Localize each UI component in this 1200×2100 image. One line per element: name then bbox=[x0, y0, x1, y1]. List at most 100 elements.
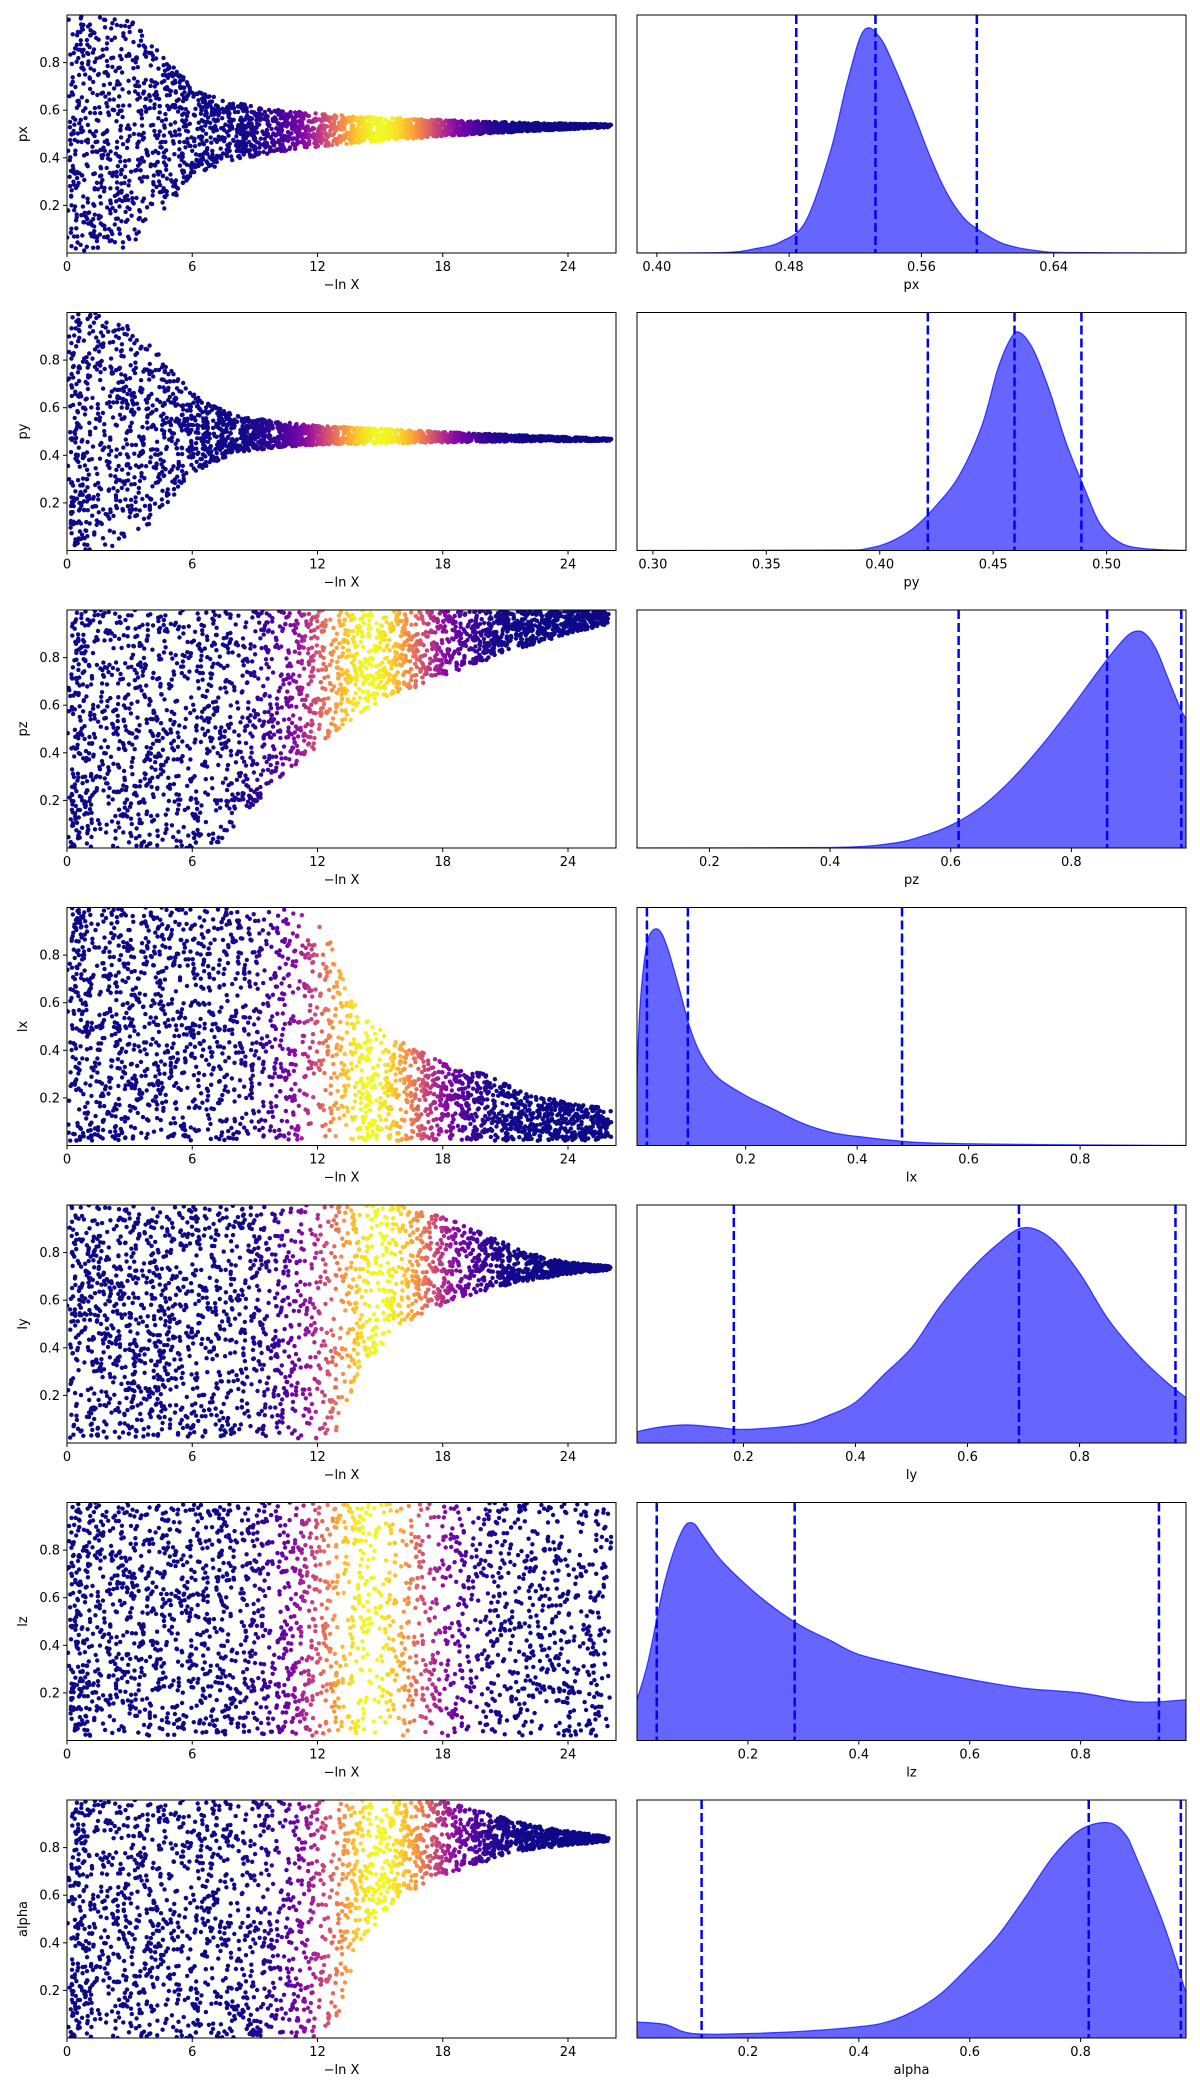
sample-point bbox=[161, 154, 166, 160]
sample-point bbox=[74, 381, 79, 387]
sample-point bbox=[129, 398, 135, 403]
sample-point bbox=[133, 360, 138, 365]
sample-point bbox=[160, 502, 165, 508]
sample-point bbox=[185, 94, 190, 99]
sample-point bbox=[140, 218, 146, 224]
sample-point bbox=[226, 133, 231, 138]
sample-point bbox=[167, 130, 173, 135]
sample-point bbox=[227, 119, 232, 124]
sample-point bbox=[193, 396, 198, 401]
sample-point bbox=[88, 110, 93, 116]
sample-point bbox=[111, 55, 116, 60]
sample-point bbox=[92, 171, 98, 176]
sample-point bbox=[107, 170, 113, 176]
sample-point bbox=[153, 367, 158, 373]
sample-point bbox=[200, 105, 205, 110]
sample-point bbox=[83, 488, 88, 494]
sample-point bbox=[214, 450, 219, 456]
sample-point bbox=[90, 513, 95, 518]
sample-point bbox=[184, 408, 190, 413]
sample-point bbox=[85, 485, 90, 490]
sample-point bbox=[396, 116, 401, 122]
sample-point bbox=[116, 226, 121, 231]
sample-point bbox=[242, 130, 247, 135]
sample-point bbox=[78, 521, 84, 526]
sample-point bbox=[69, 437, 75, 443]
x-axis-label: px bbox=[904, 278, 920, 293]
sample-point bbox=[154, 48, 160, 53]
sample-point bbox=[259, 112, 265, 117]
sample-point bbox=[164, 61, 170, 67]
sample-point bbox=[96, 510, 102, 515]
sample-point bbox=[264, 127, 270, 133]
sample-point bbox=[113, 479, 119, 485]
sample-point bbox=[136, 43, 142, 48]
sample-point bbox=[111, 86, 117, 91]
sample-point bbox=[200, 96, 205, 101]
density-area bbox=[637, 27, 1186, 253]
sample-point bbox=[135, 65, 140, 70]
sample-point bbox=[204, 434, 209, 440]
sample-point bbox=[80, 204, 86, 209]
sample-point bbox=[120, 326, 125, 331]
sample-point bbox=[185, 129, 191, 134]
sample-point bbox=[182, 90, 187, 95]
sample-point bbox=[148, 164, 153, 169]
sample-point bbox=[144, 96, 149, 101]
sample-point bbox=[98, 221, 104, 226]
sample-point bbox=[109, 37, 114, 43]
sample-point bbox=[93, 416, 99, 422]
sample-point bbox=[97, 415, 103, 420]
sample-point bbox=[78, 42, 83, 47]
sample-point bbox=[98, 147, 103, 153]
sample-point bbox=[81, 338, 87, 343]
sample-point bbox=[256, 151, 262, 156]
sample-point bbox=[93, 149, 99, 154]
sample-point bbox=[226, 113, 231, 118]
sample-point bbox=[392, 124, 397, 129]
sample-point bbox=[73, 391, 78, 397]
sample-point bbox=[109, 26, 114, 31]
sample-point bbox=[205, 146, 210, 151]
sample-point bbox=[90, 504, 95, 509]
sample-point bbox=[132, 394, 137, 400]
sample-point bbox=[82, 412, 88, 417]
sample-point bbox=[261, 149, 266, 155]
sample-point bbox=[468, 124, 473, 129]
sample-point bbox=[282, 133, 287, 139]
sample-point bbox=[211, 418, 216, 423]
sample-point bbox=[119, 70, 125, 75]
sample-point bbox=[534, 126, 540, 132]
sample-point bbox=[255, 446, 260, 452]
sample-point bbox=[221, 139, 227, 144]
sample-point bbox=[123, 164, 128, 169]
sample-point bbox=[411, 136, 416, 141]
sample-point bbox=[91, 79, 96, 85]
sample-point bbox=[339, 113, 344, 118]
sample-point bbox=[121, 103, 126, 108]
sample-point bbox=[354, 127, 359, 132]
sample-point bbox=[67, 148, 71, 153]
sample-point bbox=[137, 478, 143, 484]
sample-point bbox=[163, 117, 169, 122]
sample-point bbox=[243, 123, 249, 129]
sample-point bbox=[84, 476, 89, 482]
sample-point bbox=[111, 486, 116, 491]
sample-point bbox=[315, 436, 321, 441]
sample-point bbox=[193, 106, 198, 112]
sample-point bbox=[266, 423, 271, 428]
sample-point bbox=[68, 142, 74, 147]
sample-point bbox=[276, 140, 281, 145]
sample-point bbox=[123, 384, 129, 389]
sample-point bbox=[81, 67, 86, 72]
sample-point bbox=[278, 421, 283, 426]
sample-point bbox=[143, 77, 148, 83]
sample-point bbox=[324, 142, 329, 147]
sample-point bbox=[120, 245, 126, 250]
sample-point bbox=[321, 123, 327, 128]
sample-point bbox=[165, 487, 170, 492]
sample-point bbox=[279, 126, 284, 131]
sample-point bbox=[163, 139, 168, 145]
sample-point bbox=[78, 242, 83, 247]
sample-point bbox=[172, 129, 178, 134]
